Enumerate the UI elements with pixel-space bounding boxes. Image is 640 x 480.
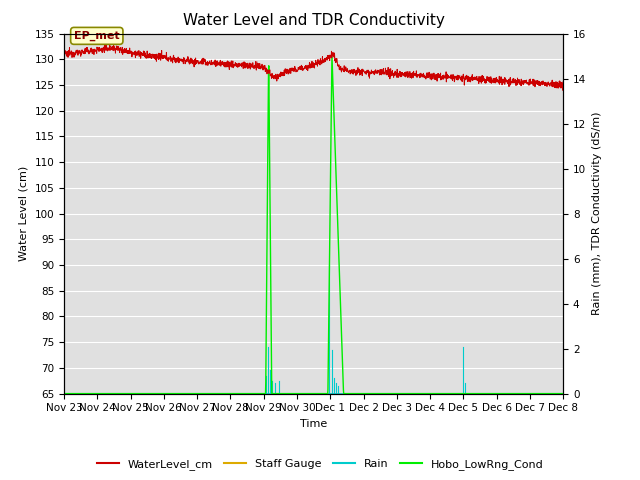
X-axis label: Time: Time: [300, 419, 327, 429]
Title: Water Level and TDR Conductivity: Water Level and TDR Conductivity: [182, 13, 445, 28]
Text: EP_met: EP_met: [74, 31, 120, 41]
Y-axis label: Rain (mm), TDR Conductivity (dS/m): Rain (mm), TDR Conductivity (dS/m): [592, 112, 602, 315]
Legend: WaterLevel_cm, Staff Gauge, Rain, Hobo_LowRng_Cond: WaterLevel_cm, Staff Gauge, Rain, Hobo_L…: [92, 455, 548, 474]
Y-axis label: Water Level (cm): Water Level (cm): [19, 166, 29, 261]
